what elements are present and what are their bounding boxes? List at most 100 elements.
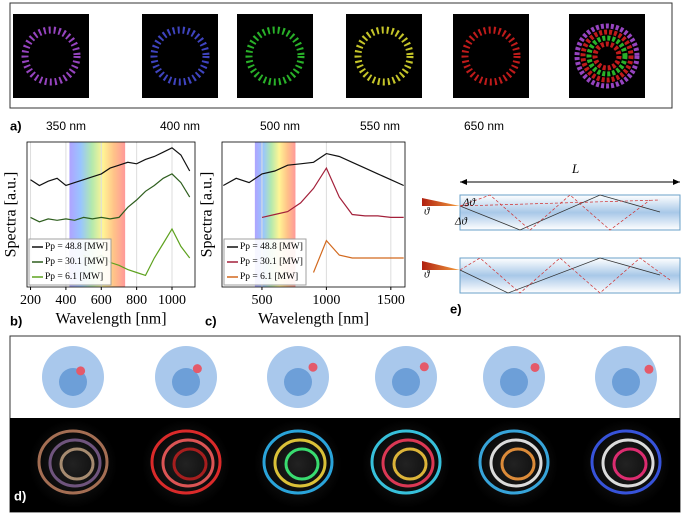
beam — [422, 261, 460, 270]
x-tick-label: 400 — [55, 293, 76, 308]
ring — [580, 29, 634, 83]
photo-glow — [142, 420, 230, 508]
mode-ring — [370, 429, 442, 495]
spectrum-line — [30, 147, 191, 187]
photo-glow — [254, 420, 342, 508]
panel-e: L ϑ Δϑ Δϑ ϑ e) — [422, 161, 681, 316]
mode-ring — [590, 429, 662, 495]
x-tick-label: 600 — [91, 293, 112, 308]
panel-label: b) — [10, 313, 22, 328]
mode-ring — [161, 438, 215, 488]
ring — [150, 26, 210, 86]
core — [172, 368, 200, 396]
photo-glow — [582, 420, 670, 508]
mode-ring — [262, 429, 334, 495]
caption: 400 nm — [160, 119, 200, 133]
x-tick-label: 1500 — [377, 293, 405, 308]
mode-ring — [381, 438, 435, 488]
legend-label: Pp = 48.8 [MW] — [45, 242, 108, 252]
spectrum-line — [30, 173, 191, 223]
plot-frame — [26, 141, 196, 288]
input-spot — [76, 366, 86, 376]
x-tick-label: 1000 — [158, 293, 186, 308]
fiber — [459, 257, 681, 294]
legend-label: Pp = 6.1 [MW] — [45, 272, 103, 282]
caption: 650 nm — [464, 119, 504, 133]
panel-a-images: 350 nm 400 nm 500 nm 550 nm 650 nm — [13, 14, 645, 133]
mode-ring — [392, 447, 428, 481]
ring — [354, 26, 414, 86]
mode-ring — [601, 438, 655, 488]
ray — [459, 194, 661, 231]
ray — [459, 257, 671, 294]
x-axis-label: Wavelength [nm] — [258, 311, 369, 328]
panel-label: c) — [205, 313, 217, 328]
photo-glow — [470, 420, 558, 508]
legend-label: Pp = 48.8 [MW] — [240, 242, 303, 252]
panel-d-items — [29, 346, 670, 508]
legend-label: Pp = 30.1 [MW] — [45, 257, 108, 267]
ring — [21, 26, 81, 86]
mode-ring — [48, 438, 102, 488]
ray — [459, 199, 661, 207]
y-axis-label: Spectra [a.u.] — [199, 172, 216, 258]
ring — [592, 41, 622, 71]
photo-glow — [362, 420, 450, 508]
panel-label: d) — [14, 488, 26, 503]
input-spot — [419, 362, 429, 372]
panel-label: a) — [10, 118, 22, 133]
core — [284, 368, 312, 396]
core — [392, 368, 420, 396]
input-spot — [644, 364, 654, 374]
angle-label: Δϑ — [454, 216, 467, 228]
length-label: L — [571, 161, 579, 176]
mode-ring — [172, 447, 208, 481]
input-spot — [308, 362, 318, 372]
plot-frame — [221, 141, 406, 288]
beam — [422, 198, 460, 206]
mode-ring — [284, 447, 320, 481]
x-tick-label: 1000 — [312, 293, 340, 308]
x-tick-label: 500 — [251, 293, 272, 308]
spectrum-line — [261, 166, 404, 218]
mode-ring — [273, 438, 327, 488]
photo-glow — [29, 420, 117, 508]
spectrum-line — [223, 152, 404, 187]
x-axis-label: Wavelength [nm] — [55, 311, 166, 328]
mode-ring — [150, 429, 222, 495]
legend-label: Pp = 6.1 [MW] — [240, 272, 298, 282]
panel-a-frame — [9, 2, 673, 109]
mode-ring — [500, 447, 536, 481]
caption: 500 nm — [260, 119, 300, 133]
ray — [459, 194, 651, 231]
arrow-head — [460, 179, 467, 185]
angle-label: ϑ — [424, 269, 430, 281]
caption: 550 nm — [360, 119, 400, 133]
angle-label: Δϑ — [462, 197, 475, 209]
mode-ring — [478, 429, 550, 495]
ring — [574, 23, 640, 89]
mode-ring — [37, 429, 109, 495]
spectrum-line — [312, 239, 404, 273]
mode-ring — [59, 447, 95, 481]
x-tick-label: 200 — [20, 293, 41, 308]
core — [612, 368, 640, 396]
ring — [245, 26, 305, 86]
charts: 200 400 600 800 1000 Pp = 48.8 [MW] Pp = 30.1 … — [3, 141, 406, 328]
ring — [461, 26, 521, 86]
y-axis-label: Spectra [a.u.] — [3, 172, 20, 258]
ring — [586, 35, 628, 77]
angle-label: ϑ — [424, 206, 430, 218]
core — [500, 368, 528, 396]
caption: 350 nm — [46, 119, 86, 133]
mode-ring — [612, 447, 648, 481]
legend-label: Pp = 30.1 [MW] — [240, 257, 303, 267]
photo-strip — [10, 418, 680, 512]
panel-label: e) — [450, 301, 462, 316]
arrow-head — [673, 179, 680, 185]
x-tick-label: 800 — [126, 293, 147, 308]
input-spot — [192, 364, 202, 374]
input-spot — [530, 362, 540, 372]
mode-ring — [489, 438, 543, 488]
